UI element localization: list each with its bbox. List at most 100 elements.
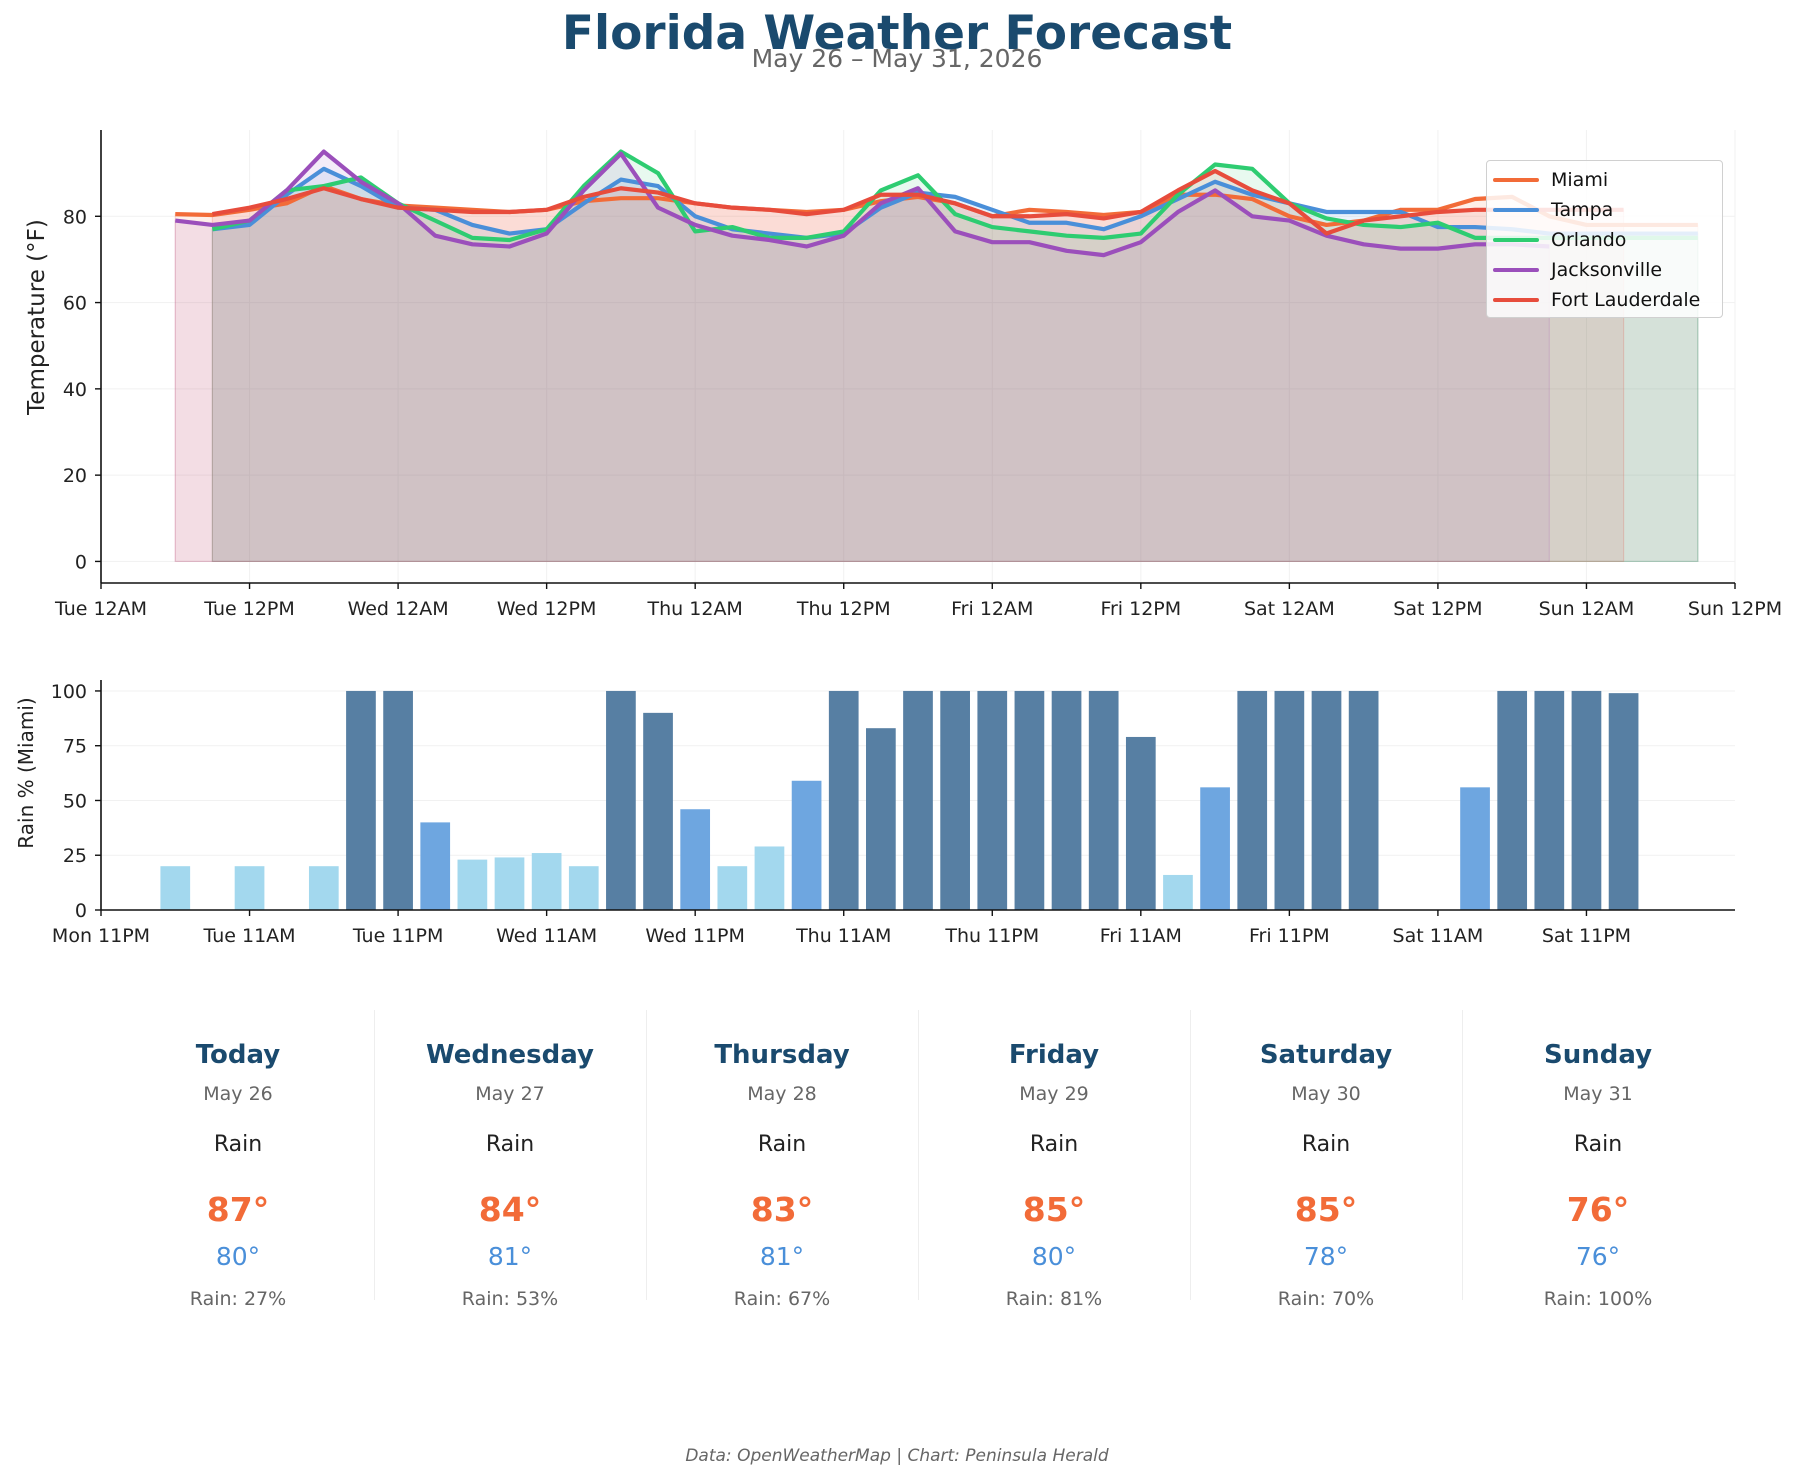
rain-bar (568, 866, 599, 910)
rain-x-tick-label: Mon 11PM (52, 925, 150, 947)
rain-bar (606, 690, 636, 910)
temperature-chart: 0 20 40 60 80 Tue 12AM Tue 12PM Wed 12AM Wed 12P… (24, 130, 1782, 620)
rain-bar (531, 853, 562, 910)
temperature-x-tick-label: Wed 12PM (497, 598, 597, 620)
high-temperature: 85° (1294, 1190, 1358, 1229)
card-divider (646, 1010, 647, 1300)
day-name: Friday (1008, 1040, 1100, 1070)
temperature-x-tick-label: Sun 12AM (1539, 598, 1635, 620)
rain-x-tick-label: Wed 11AM (496, 925, 597, 947)
rain-chart: 0 25 50 75 100 Mon 11PM Tue 11AM Tue 11PM Wed 11… (14, 680, 1735, 947)
low-temperature: 80° (215, 1242, 261, 1271)
rain-bar (1274, 690, 1305, 910)
rain-bar (308, 866, 339, 910)
rain-bar (940, 690, 970, 910)
high-temperature: 83° (750, 1190, 814, 1229)
temperature-x-tick-label: Fri 12AM (951, 598, 1033, 620)
rain-chance: Rain: 67% (733, 1288, 831, 1310)
rain-bar (383, 690, 413, 910)
rain-y-tick-label: 25 (63, 845, 87, 867)
temperature-x-tick-label: Fri 12PM (1100, 598, 1181, 620)
day-name: Thursday (714, 1040, 850, 1070)
temperature-y-tick-label: 60 (63, 293, 87, 315)
low-temperature: 76° (1575, 1242, 1621, 1271)
day-card: Friday May 29 Rain 85° 80° Rain: 81% (918, 1020, 1190, 1312)
rain-bar (1088, 690, 1119, 910)
day-condition: Rain (1301, 1132, 1351, 1157)
temperature-x-tick-label: Wed 12AM (348, 598, 449, 620)
day-condition: Rain (485, 1132, 535, 1157)
legend-item: Jacksonville (1487, 255, 1722, 285)
high-temperature: 85° (1022, 1190, 1086, 1229)
rain-x-tick-label: Fri 11PM (1249, 925, 1330, 947)
temperature-y-tick-label: 0 (75, 551, 87, 573)
temperature-x-tick-label: Thu 12PM (796, 598, 891, 620)
day-condition: Rain (1029, 1132, 1079, 1157)
rain-bar (160, 866, 191, 910)
day-name: Wednesday (426, 1040, 594, 1070)
daily-forecast-cards: Today May 26 Rain 87° 80° Rain: 27% Wednesday M… (102, 1010, 1734, 1310)
rain-x-tick-label: Sat 11PM (1542, 925, 1631, 947)
rain-x-tick-label: Tue 11PM (352, 925, 444, 947)
temperature-y-tick-label: 80 (63, 206, 87, 228)
rain-y-tick-label: 50 (63, 790, 87, 812)
rain-bar (234, 866, 265, 910)
rain-bar (977, 690, 1008, 910)
data-credit: Data: OpenWeatherMap | Chart: Peninsula … (685, 1446, 1109, 1466)
card-divider (918, 1010, 919, 1300)
rain-x-tick-label: Sat 11AM (1393, 925, 1484, 947)
rain-bar (680, 809, 711, 910)
rain-chance: Rain: 81% (1005, 1288, 1103, 1310)
temperature-lines (175, 149, 1698, 258)
legend-swatch (1493, 298, 1539, 302)
rain-bar (346, 690, 376, 910)
rain-x-tick-label: Thu 11AM (795, 925, 891, 947)
legend-label: Tampa (1551, 199, 1614, 221)
day-condition: Rain (1573, 1132, 1623, 1157)
temperature-x-tick-label: Thu 12AM (647, 598, 743, 620)
rain-bar (1311, 690, 1342, 910)
legend-item: Miami (1487, 165, 1722, 195)
rain-bar (1014, 690, 1045, 910)
day-condition: Rain (757, 1132, 807, 1157)
day-name: Saturday (1259, 1040, 1393, 1070)
temperature-legend: Miami Tampa Orlando Jacksonville Fort Lauder… (1486, 160, 1723, 318)
day-card: Thursday May 28 Rain 83° 81° Rain: 67% (646, 1020, 918, 1312)
legend-label: Jacksonville (1551, 259, 1663, 281)
temperature-x-tick-label: Sat 12AM (1244, 598, 1335, 620)
day-name: Sunday (1543, 1040, 1653, 1070)
day-card: Saturday May 30 Rain 85° 78° Rain: 70% (1190, 1020, 1462, 1312)
rain-x-tick-label: Tue 11AM (203, 925, 296, 947)
rain-bar (903, 690, 933, 910)
rain-bar (1608, 693, 1639, 910)
card-divider (1190, 1010, 1191, 1300)
temperature-x-tick-label: Tue 12AM (54, 598, 147, 620)
rain-bar (828, 690, 859, 910)
day-card: Today May 26 Rain 87° 80° Rain: 27% (102, 1020, 374, 1312)
rain-bar (420, 822, 451, 910)
rain-bar (866, 728, 896, 910)
temperature-axes: 0 20 40 60 80 Tue 12AM Tue 12PM Wed 12AM Wed 12P… (54, 130, 1782, 620)
legend-label: Fort Lauderdale (1551, 289, 1701, 311)
legend-label: Miami (1551, 169, 1609, 191)
temperature-x-tick-label: Sat 12PM (1393, 598, 1482, 620)
legend-item: Fort Lauderdale (1487, 285, 1722, 315)
rain-bar (1460, 787, 1490, 910)
legend-swatch (1493, 208, 1539, 212)
rain-chance: Rain: 70% (1277, 1288, 1375, 1310)
rain-bar (717, 866, 748, 910)
temperature-y-tick-label: 40 (63, 379, 87, 401)
rain-bar (1348, 690, 1379, 910)
rain-bar (494, 857, 525, 910)
temperature-x-tick-label: Sun 12PM (1688, 598, 1782, 620)
rain-chance: Rain: 100% (1543, 1288, 1653, 1310)
legend-swatch (1493, 178, 1539, 182)
day-date: May 30 (1291, 1083, 1361, 1105)
day-date: May 31 (1563, 1083, 1633, 1105)
rain-x-tick-label: Thu 11PM (944, 925, 1039, 947)
day-card: Sunday May 31 Rain 76° 76° Rain: 100% (1462, 1020, 1734, 1312)
legend-swatch (1493, 238, 1539, 242)
day-date: May 29 (1019, 1083, 1089, 1105)
high-temperature: 76° (1566, 1190, 1630, 1229)
high-temperature: 87° (206, 1190, 270, 1229)
